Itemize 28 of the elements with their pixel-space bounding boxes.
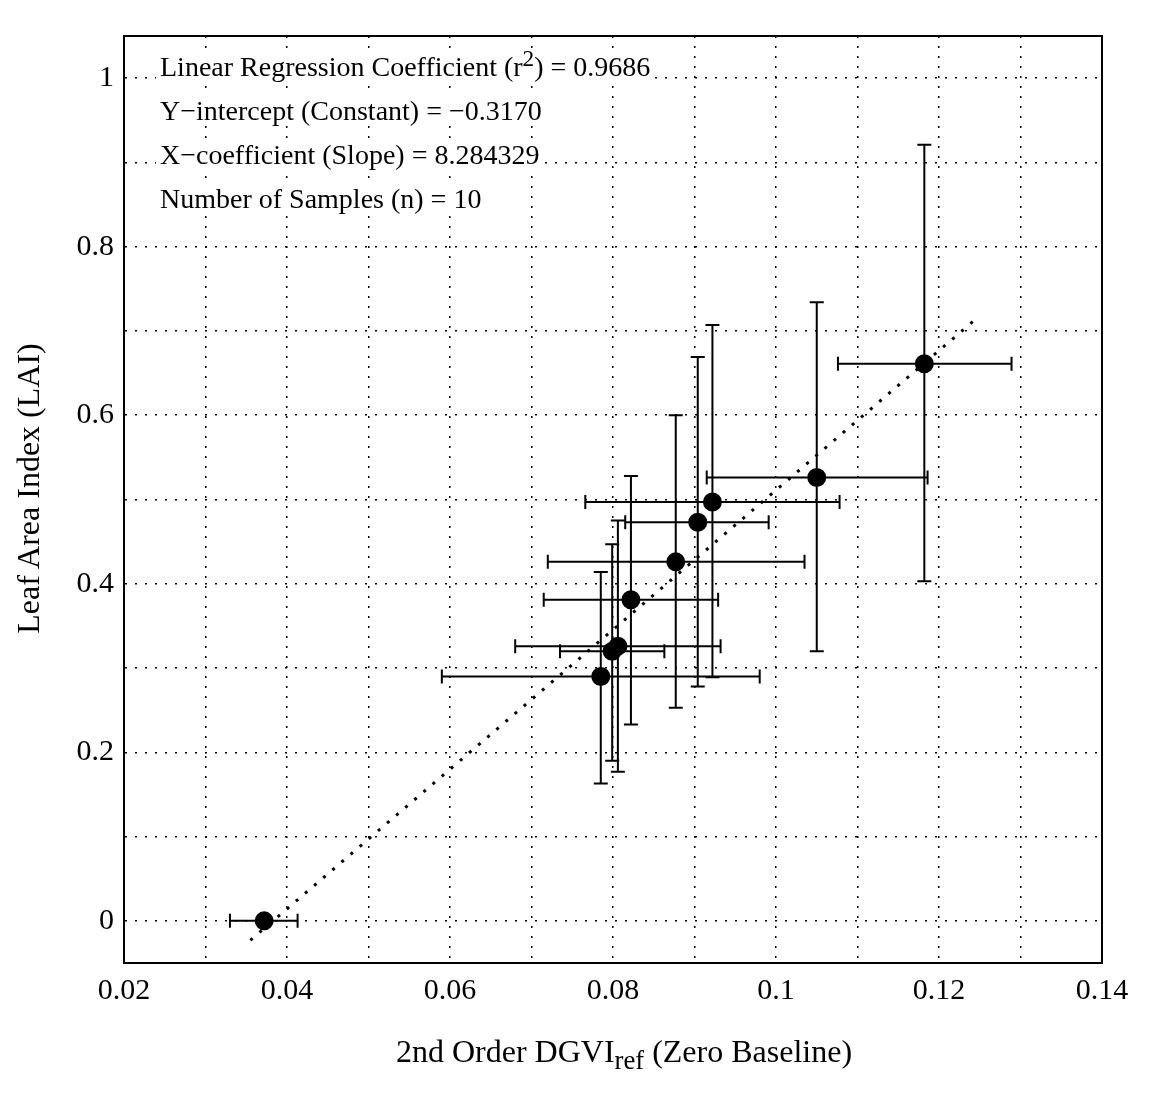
y-tick-label: 0.2 [76,733,114,767]
point [591,666,611,686]
annotation: Y−intercept (Constant) = −0.3170 [156,95,546,127]
y-tick-label: 0.8 [76,227,114,261]
x-tick-label: 0.02 [97,971,151,1005]
point [807,468,827,488]
y-tick-label: 0 [99,901,114,935]
y-tick-label: 1 [99,59,114,93]
point [666,552,686,572]
y-axis-title: Leaf Area Index (LAI) [9,342,47,634]
x-tick-label: 0.04 [260,971,314,1005]
point [254,911,274,931]
y-tick-label: 0.6 [76,396,114,430]
point [688,512,708,532]
x-tick-label: 0.1 [757,971,795,1005]
point [608,636,628,656]
point [621,590,641,610]
x-tick-label: 0.06 [423,971,477,1005]
y-tick-label: 0.4 [76,564,114,598]
x-tick-label: 0.08 [586,971,640,1005]
annotation: X−coefficient (Slope) = 8.284329 [156,139,544,171]
x-axis-title: 2nd Order DGVI$_{ref}$ (Zero Baseline) [394,1033,854,1077]
x-tick-label: 0.12 [912,971,966,1005]
x-tick-label: 0.14 [1075,971,1129,1005]
point [702,492,722,512]
point [914,354,934,374]
annotation: Linear Regression Coefficient (r$^{2}$) = 0.9686 [159,45,652,83]
annotation: Number of Samples (n) = 10 [156,183,486,215]
